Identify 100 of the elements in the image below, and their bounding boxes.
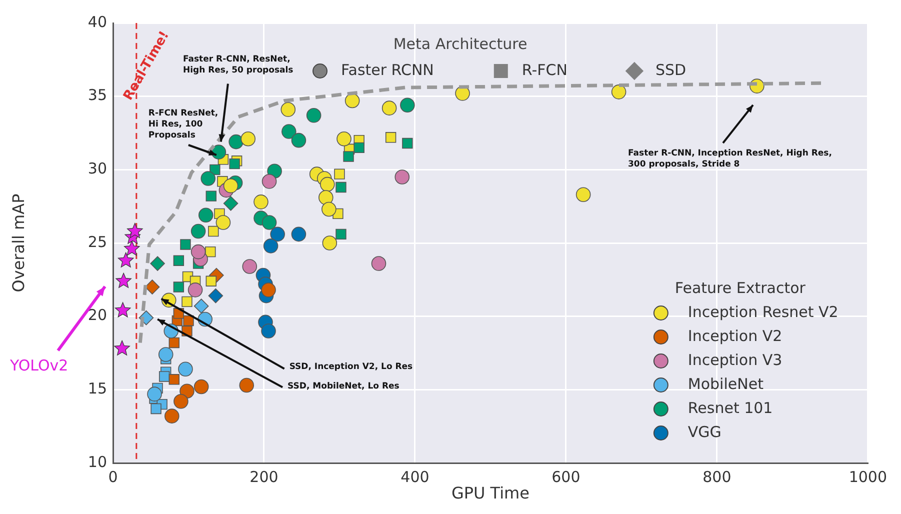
point (336, 182, 346, 193)
point (280, 102, 296, 117)
point (354, 142, 364, 154)
legend-label: R-FCN (522, 60, 568, 79)
legend-label: Faster RCNN (341, 60, 434, 79)
point (180, 239, 191, 250)
point (114, 302, 131, 318)
point (318, 190, 334, 205)
point (400, 98, 415, 113)
point (611, 84, 626, 100)
point (254, 194, 268, 210)
point (306, 108, 322, 123)
point (206, 190, 216, 202)
annotation: SSD, MobileNet, Lo Res (288, 382, 400, 392)
annotation: Faster R-CNN, ResNet, High Res, 50 proposals (182, 54, 294, 76)
annotation: R-FCN ResNet, Hi Res, 100 Proposals (148, 108, 218, 140)
legend-label: Inception V2 (688, 326, 782, 345)
point (180, 384, 194, 399)
legend-label: MobileNet (688, 374, 764, 393)
point (240, 131, 256, 146)
point (118, 252, 134, 268)
point (322, 202, 336, 217)
point (147, 386, 162, 402)
point (402, 138, 413, 149)
point (322, 236, 338, 250)
legend-label: Inception V3 (688, 350, 782, 369)
point (168, 374, 180, 385)
text: YOLOv2 (9, 356, 68, 374)
y-tick-label: 25 (88, 232, 107, 251)
x-tick-label: 200 (250, 468, 278, 486)
legend-title: Feature Extractor (674, 278, 806, 297)
point (124, 240, 140, 256)
y-tick-label: 20 (88, 306, 107, 324)
point (385, 132, 396, 143)
point (116, 272, 132, 288)
point (270, 226, 285, 242)
point (114, 340, 130, 356)
point (182, 296, 192, 308)
point (262, 174, 277, 189)
legend-label: Inception Resnet V2 (688, 302, 838, 321)
legend-label: Resnet 101 (688, 398, 773, 417)
x-tick-label: 600 (552, 468, 580, 486)
point (344, 93, 360, 108)
annotation: Meta Architecture (393, 34, 528, 53)
point (194, 298, 209, 314)
point (188, 282, 203, 298)
point (455, 86, 470, 101)
point (150, 403, 162, 414)
point (371, 256, 386, 271)
point (281, 124, 296, 139)
annotation: SSD, Inception V2, Lo Res (289, 362, 413, 372)
point (291, 226, 306, 242)
point (382, 100, 397, 116)
point (334, 168, 345, 180)
point (394, 170, 410, 184)
point (150, 256, 165, 271)
y-tick-label: 35 (88, 86, 107, 104)
point (198, 208, 214, 223)
point (263, 238, 278, 254)
y-tick-label: 40 (88, 12, 107, 31)
point (242, 259, 258, 274)
point (205, 246, 216, 258)
point (126, 222, 143, 238)
point (173, 282, 184, 292)
point (216, 215, 231, 230)
x-tick-label: 800 (702, 468, 732, 486)
annotation: Faster R-CNN, Inception ResNet, High Res, 300 proposals, Stride 8 (628, 148, 832, 170)
point (144, 280, 160, 294)
point (190, 244, 206, 260)
x-tick-label: 0 (108, 468, 118, 486)
point (229, 158, 240, 170)
point (576, 187, 591, 202)
point (206, 276, 216, 286)
point (168, 337, 180, 348)
point (261, 282, 276, 298)
point (173, 255, 184, 266)
y-tick-label: 10 (88, 452, 107, 471)
point (178, 362, 193, 377)
point (174, 394, 188, 409)
point (343, 151, 354, 162)
point (262, 215, 277, 230)
y-tick-label: 15 (88, 380, 107, 398)
x-tick-label: 1000 (848, 468, 888, 486)
x-tick-label: 400 (400, 468, 430, 486)
point (164, 408, 180, 424)
y-axis-title: Overall mAP (8, 193, 28, 292)
point (158, 371, 170, 382)
point (158, 347, 174, 362)
y-tick-label: 30 (88, 160, 107, 178)
point (194, 379, 209, 394)
point (190, 224, 206, 239)
point (223, 196, 238, 211)
x-axis-title: GPU Time (451, 484, 530, 503)
point (200, 171, 216, 186)
point (210, 164, 220, 176)
point (208, 288, 224, 304)
point (239, 378, 254, 393)
point (320, 176, 335, 192)
point (223, 178, 238, 194)
point (228, 134, 244, 150)
